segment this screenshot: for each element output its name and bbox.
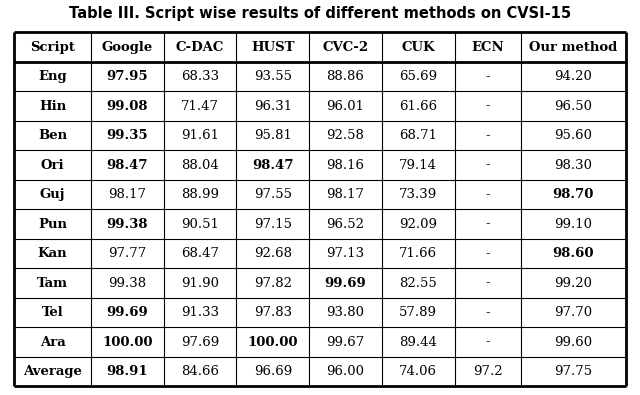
Text: 98.91: 98.91 <box>106 365 148 378</box>
Text: 97.77: 97.77 <box>108 247 147 260</box>
Text: 100.00: 100.00 <box>248 336 298 348</box>
Text: 98.47: 98.47 <box>106 159 148 171</box>
Text: 57.89: 57.89 <box>399 306 437 319</box>
Text: Tam: Tam <box>37 276 68 290</box>
Text: 97.55: 97.55 <box>253 188 292 201</box>
Text: 99.60: 99.60 <box>554 336 592 348</box>
Text: 96.50: 96.50 <box>554 100 592 113</box>
Text: 89.44: 89.44 <box>399 336 437 348</box>
Text: Ori: Ori <box>41 159 64 171</box>
Text: 61.66: 61.66 <box>399 100 437 113</box>
Text: 96.31: 96.31 <box>253 100 292 113</box>
Text: 95.81: 95.81 <box>254 129 292 142</box>
Text: Our method: Our method <box>529 41 618 54</box>
Text: Script: Script <box>30 41 75 54</box>
Text: 73.39: 73.39 <box>399 188 437 201</box>
Text: 74.06: 74.06 <box>399 365 437 378</box>
Text: -: - <box>485 247 490 260</box>
Text: 71.66: 71.66 <box>399 247 437 260</box>
Text: 99.08: 99.08 <box>106 100 148 113</box>
Text: 88.04: 88.04 <box>181 159 219 171</box>
Text: Kan: Kan <box>38 247 67 260</box>
Text: -: - <box>485 100 490 113</box>
Text: 68.33: 68.33 <box>181 70 219 83</box>
Text: 99.35: 99.35 <box>106 129 148 142</box>
Text: 96.52: 96.52 <box>326 218 365 231</box>
Text: 97.69: 97.69 <box>181 336 219 348</box>
Text: 98.47: 98.47 <box>252 159 294 171</box>
Text: Google: Google <box>102 41 153 54</box>
Text: 97.70: 97.70 <box>554 306 592 319</box>
Text: 99.69: 99.69 <box>106 306 148 319</box>
Text: 97.83: 97.83 <box>253 306 292 319</box>
Text: -: - <box>485 70 490 83</box>
Text: -: - <box>485 218 490 231</box>
Text: Tel: Tel <box>42 306 63 319</box>
Text: 88.99: 88.99 <box>181 188 219 201</box>
Text: 79.14: 79.14 <box>399 159 437 171</box>
Text: 68.71: 68.71 <box>399 129 437 142</box>
Text: 96.69: 96.69 <box>253 365 292 378</box>
Text: 82.55: 82.55 <box>399 276 437 290</box>
Text: 92.68: 92.68 <box>253 247 292 260</box>
Text: 98.17: 98.17 <box>326 188 365 201</box>
Text: 91.61: 91.61 <box>181 129 219 142</box>
Text: C-DAC: C-DAC <box>176 41 224 54</box>
Text: Ben: Ben <box>38 129 67 142</box>
Text: 68.47: 68.47 <box>181 247 219 260</box>
Text: -: - <box>485 159 490 171</box>
Text: Hin: Hin <box>39 100 66 113</box>
Text: 94.20: 94.20 <box>554 70 592 83</box>
Text: 97.82: 97.82 <box>253 276 292 290</box>
Text: -: - <box>485 188 490 201</box>
Text: 98.17: 98.17 <box>108 188 147 201</box>
Text: Ara: Ara <box>40 336 65 348</box>
Text: 84.66: 84.66 <box>181 365 219 378</box>
Text: 100.00: 100.00 <box>102 336 152 348</box>
Text: 92.58: 92.58 <box>326 129 364 142</box>
Text: 97.75: 97.75 <box>554 365 592 378</box>
Text: 93.80: 93.80 <box>326 306 365 319</box>
Text: 92.09: 92.09 <box>399 218 437 231</box>
Text: 96.01: 96.01 <box>326 100 365 113</box>
Text: 99.69: 99.69 <box>324 276 366 290</box>
Text: 98.30: 98.30 <box>554 159 592 171</box>
Text: 91.90: 91.90 <box>181 276 219 290</box>
Text: HUST: HUST <box>251 41 294 54</box>
Text: -: - <box>485 276 490 290</box>
Text: Guj: Guj <box>40 188 65 201</box>
Text: 91.33: 91.33 <box>181 306 219 319</box>
Text: 96.00: 96.00 <box>326 365 365 378</box>
Text: 99.67: 99.67 <box>326 336 365 348</box>
Text: 98.70: 98.70 <box>552 188 594 201</box>
Text: 65.69: 65.69 <box>399 70 437 83</box>
Text: 88.86: 88.86 <box>326 70 364 83</box>
Text: -: - <box>485 306 490 319</box>
Text: -: - <box>485 336 490 348</box>
Text: 98.16: 98.16 <box>326 159 365 171</box>
Text: Pun: Pun <box>38 218 67 231</box>
Text: 71.47: 71.47 <box>181 100 219 113</box>
Text: 99.20: 99.20 <box>554 276 592 290</box>
Text: 95.60: 95.60 <box>554 129 592 142</box>
Text: 97.15: 97.15 <box>253 218 292 231</box>
Text: 97.13: 97.13 <box>326 247 365 260</box>
Text: 99.10: 99.10 <box>554 218 592 231</box>
Text: 97.95: 97.95 <box>106 70 148 83</box>
Text: CUK: CUK <box>401 41 435 54</box>
Text: Average: Average <box>23 365 82 378</box>
Text: 90.51: 90.51 <box>181 218 219 231</box>
Text: CVC-2: CVC-2 <box>323 41 369 54</box>
Text: Table III. Script wise results of different methods on CVSI-15: Table III. Script wise results of differ… <box>69 6 571 21</box>
Text: -: - <box>485 129 490 142</box>
Text: Eng: Eng <box>38 70 67 83</box>
Text: 99.38: 99.38 <box>106 218 148 231</box>
Text: ECN: ECN <box>471 41 504 54</box>
Text: 99.38: 99.38 <box>108 276 147 290</box>
Text: 93.55: 93.55 <box>253 70 292 83</box>
Text: 98.60: 98.60 <box>552 247 594 260</box>
Text: 97.2: 97.2 <box>473 365 502 378</box>
